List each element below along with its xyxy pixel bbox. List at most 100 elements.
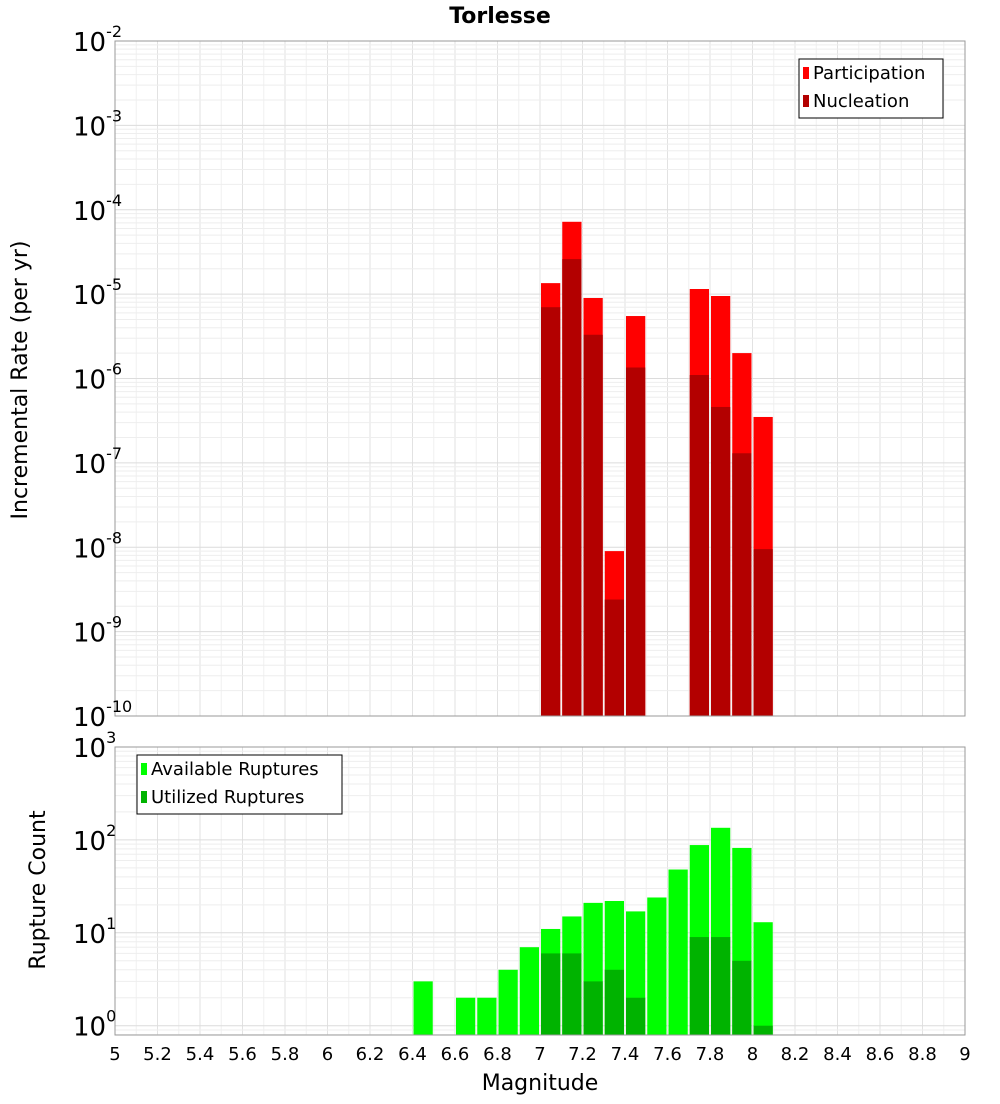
bar-utilized-ruptures (689, 937, 709, 1035)
bar-nucleation (604, 599, 624, 716)
legend-box (136, 754, 343, 815)
y-tick-base: 10 (73, 920, 106, 950)
y-tick-base: 10 (73, 197, 106, 227)
y-tick-label: 100 (73, 1007, 116, 1043)
bar-utilized-ruptures (583, 981, 603, 1035)
y-tick-base: 10 (73, 1013, 106, 1043)
y-tick-label: 10-8 (73, 528, 122, 564)
bar-nucleation (732, 453, 752, 716)
bar-utilized-ruptures (626, 997, 646, 1035)
bar-nucleation (583, 334, 603, 716)
y-tick-label: 10-2 (73, 22, 122, 58)
y-tick-label: 10-4 (73, 191, 122, 227)
x-tick-label: 5.6 (228, 1044, 257, 1065)
bar-nucleation (689, 375, 709, 716)
bar-utilized-ruptures (753, 1025, 773, 1035)
x-tick-label: 8.2 (781, 1044, 810, 1065)
x-tick-label: 5.4 (186, 1044, 215, 1065)
bar-available-ruptures (647, 897, 667, 1035)
y-tick-exponent: -6 (106, 360, 122, 379)
y-tick-labels: 10-210-310-410-510-610-710-810-910-10 (73, 22, 132, 733)
plot-border (114, 746, 966, 1036)
legend-label: Utilized Ruptures (151, 787, 304, 808)
x-tick-label: 8.8 (908, 1044, 937, 1065)
y-tick-base: 10 (73, 619, 106, 649)
bar-available-ruptures (456, 997, 476, 1035)
x-tick-label: 7.4 (611, 1044, 640, 1065)
bar-available-ruptures (477, 997, 497, 1035)
y-tick-label: 10-5 (73, 275, 122, 311)
y-tick-exponent: -10 (106, 697, 132, 716)
y-tick-base: 10 (73, 734, 106, 764)
bar-nucleation (562, 259, 582, 716)
bar-available-ruptures (413, 981, 433, 1035)
x-tick-label: 8.4 (823, 1044, 852, 1065)
y-tick-exponent: -4 (106, 191, 122, 210)
legend-label: Nucleation (813, 91, 909, 112)
y-tick-base: 10 (73, 450, 106, 480)
bar-utilized-ruptures (711, 937, 731, 1035)
legend-swatch (141, 763, 147, 775)
bar-nucleation (626, 367, 646, 716)
legend-box (798, 58, 944, 119)
y-tick-base: 10 (73, 534, 106, 564)
y-tick-base: 10 (73, 28, 106, 58)
series-utilized-ruptures (541, 937, 773, 1035)
y-tick-exponent: 0 (106, 1007, 116, 1026)
y-tick-exponent: 3 (106, 728, 116, 747)
x-tick-label: 8.6 (866, 1044, 895, 1065)
y-tick-label: 102 (73, 821, 116, 857)
bar-available-ruptures (668, 869, 688, 1035)
legend-swatch (803, 67, 809, 79)
bar-available-ruptures (519, 947, 539, 1035)
rate-panel: 10-210-310-410-510-610-710-810-910-10Par… (73, 22, 966, 733)
bar-utilized-ruptures (732, 960, 752, 1035)
grid (114, 746, 966, 1036)
x-tick-label: 7.8 (696, 1044, 725, 1065)
bar-utilized-ruptures (541, 953, 561, 1035)
y-tick-exponent: -9 (106, 613, 122, 632)
x-tick-label: 7 (534, 1044, 545, 1065)
bar-nucleation (753, 549, 773, 716)
x-tick-label: 6.4 (398, 1044, 427, 1065)
y-tick-exponent: -5 (106, 275, 122, 294)
legend-label: Available Ruptures (151, 759, 319, 780)
bar-nucleation (541, 307, 561, 716)
y-tick-exponent: -7 (106, 444, 122, 463)
y-tick-label: 101 (73, 914, 116, 950)
bar-available-ruptures (753, 922, 773, 1035)
x-tick-label: 6.2 (356, 1044, 385, 1065)
x-tick-label: 9 (959, 1044, 970, 1065)
y-tick-base: 10 (73, 112, 106, 142)
x-tick-label: 7.6 (653, 1044, 682, 1065)
y-tick-base: 10 (73, 827, 106, 857)
y-tick-exponent: -2 (106, 22, 122, 41)
rupture-count-axis-label: Rupture Count (26, 810, 51, 970)
legend: Participation Nucleation (798, 58, 944, 119)
x-tick-label: 6.8 (483, 1044, 512, 1065)
y-tick-label: 10-9 (73, 613, 122, 649)
x-tick-label: 8 (747, 1044, 758, 1065)
legend-swatch (803, 95, 809, 107)
x-tick-label: 7.2 (568, 1044, 597, 1065)
x-tick-label: 5 (109, 1044, 120, 1065)
x-tick-label: 6.6 (441, 1044, 470, 1065)
x-axis-label: Magnitude (482, 1071, 599, 1096)
chart-title: Torlesse (449, 4, 551, 29)
bar-available-ruptures (498, 969, 518, 1035)
legend-swatch (141, 791, 147, 803)
y-tick-exponent: 2 (106, 821, 116, 840)
y-tick-exponent: -3 (106, 106, 122, 125)
bar-utilized-ruptures (604, 969, 624, 1035)
rate-axis-label: Incremental Rate (per yr) (8, 241, 33, 520)
y-tick-label: 103 (73, 728, 116, 764)
y-tick-label: 10-7 (73, 444, 122, 480)
y-tick-base: 10 (73, 703, 106, 733)
bar-nucleation (711, 406, 731, 716)
y-tick-base: 10 (73, 366, 106, 396)
grid (114, 40, 966, 717)
